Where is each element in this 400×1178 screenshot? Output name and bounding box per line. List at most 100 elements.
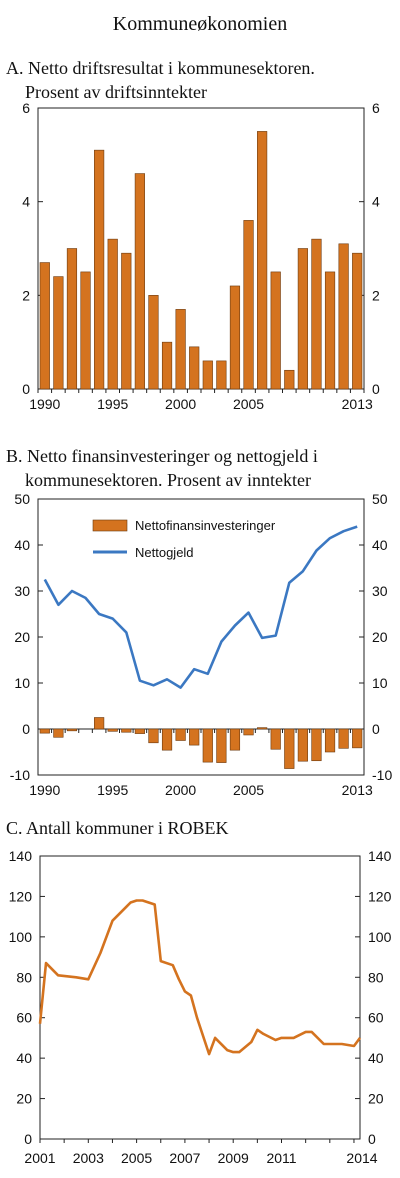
- bar-1999: [161, 341, 173, 390]
- bar-2011: [324, 728, 336, 753]
- robek-line: [38, 899, 362, 1056]
- bar-2009: [297, 728, 308, 762]
- ytick-label-left-b: 10: [14, 675, 30, 691]
- bar-2009: [297, 248, 308, 390]
- xtick-label-c: 2009: [218, 1150, 249, 1166]
- panel-c: C. Antall kommuner i ROBEK 0 0 20 20 40 40 60 6…: [6, 818, 392, 1166]
- ytick-label-right-a: 0: [372, 381, 380, 397]
- ytick-label-right-c: 40: [368, 1050, 384, 1066]
- xtick-label-b: 1995: [97, 782, 128, 798]
- bar-2012: [338, 243, 349, 390]
- ytick-label-right-b: -10: [372, 767, 392, 783]
- ytick-label-left-c: 100: [9, 929, 33, 945]
- ytick-label-left-a: 4: [22, 194, 30, 210]
- xtick-label-c: 2003: [73, 1150, 104, 1166]
- bar-1994: [94, 149, 105, 390]
- xtick-label-c: 2005: [121, 1150, 152, 1166]
- bar-2006: [257, 727, 268, 730]
- panel-b: B. Netto finansinvesteringer og nettogje…: [6, 446, 392, 798]
- bar-1992: [66, 248, 78, 390]
- bar-2006: [257, 131, 268, 390]
- bar-2000: [175, 728, 186, 741]
- xtick-label-a: 1995: [97, 396, 128, 412]
- nettogjeld-line: [43, 525, 358, 689]
- ytick-label-left-c: 80: [16, 969, 32, 985]
- panel-a: A. Netto driftsresultat i kommunesektore…: [6, 58, 380, 412]
- ytick-label-left-c: 140: [9, 848, 33, 864]
- bar-2008: [284, 728, 295, 769]
- ytick-label-left-c: 20: [16, 1091, 32, 1107]
- ytick-label-right-b: 0: [372, 721, 380, 737]
- ytick-label-right-c: 120: [368, 888, 392, 904]
- ytick-label-left-b: 0: [22, 721, 30, 737]
- bar-2000: [175, 309, 186, 390]
- ytick-label-right-b: 10: [372, 675, 388, 691]
- bar-1998: [148, 295, 159, 390]
- bar-1997: [134, 173, 145, 390]
- bar-2001: [189, 346, 200, 390]
- panel-b-title-line1: B. Netto finansinvesteringer og nettogje…: [6, 446, 318, 466]
- plot-frame-c: [39, 855, 361, 1140]
- ytick-label-left-a: 2: [22, 287, 30, 303]
- ytick-label-left-b: 40: [14, 537, 30, 553]
- ytick-label-left-b: -10: [10, 767, 30, 783]
- bar-2012: [338, 728, 349, 749]
- ytick-label-right-c: 20: [368, 1091, 384, 1107]
- bar-1990: [39, 728, 50, 734]
- ytick-label-right-b: 40: [372, 537, 388, 553]
- legend-line-label: Nettogjeld: [135, 545, 194, 560]
- ytick-label-left-c: 60: [16, 1010, 32, 1026]
- xtick-label-c: 2007: [169, 1150, 200, 1166]
- panel-c-title-line1: C. Antall kommuner i ROBEK: [6, 818, 229, 838]
- xtick-label-a: 2005: [233, 396, 264, 412]
- bar-2002: [202, 728, 213, 763]
- ytick-label-left-a: 0: [22, 381, 30, 397]
- xtick-label-a: 2000: [165, 396, 196, 412]
- bar-2004: [229, 285, 241, 390]
- bar-2005: [243, 220, 254, 390]
- bar-1992: [66, 728, 78, 732]
- bar-2002: [202, 360, 213, 390]
- xtick-label-a: 1990: [29, 396, 60, 412]
- bar-1995: [107, 238, 118, 390]
- ytick-label-left-c: 0: [24, 1131, 32, 1147]
- bar-2003: [216, 360, 227, 390]
- bar-2008: [284, 369, 295, 390]
- bar-1993: [80, 271, 91, 390]
- ytick-label-left-c: 40: [16, 1050, 32, 1066]
- xtick-label-c: 2011: [266, 1150, 296, 1166]
- ytick-label-left-c: 120: [9, 888, 33, 904]
- bar-2005: [243, 728, 254, 736]
- bar-1997: [134, 728, 145, 734]
- ytick-label-right-c: 0: [368, 1131, 376, 1147]
- ytick-label-right-c: 60: [368, 1010, 384, 1026]
- ytick-label-left-b: 50: [14, 491, 30, 507]
- bar-2013: [352, 252, 363, 390]
- bar-1999: [161, 728, 173, 751]
- ytick-label-right-a: 6: [372, 100, 380, 116]
- ytick-label-left-a: 6: [22, 100, 30, 116]
- bar-1996: [121, 252, 132, 390]
- bar-1996: [121, 728, 132, 733]
- bar-1995: [107, 728, 118, 732]
- bar-2007: [270, 728, 281, 750]
- xtick-label-a: 2013: [342, 396, 373, 412]
- bar-2007: [270, 271, 281, 390]
- bar-2010: [311, 728, 322, 762]
- xtick-label-b: 2005: [233, 782, 264, 798]
- bar-2011: [324, 271, 336, 390]
- bar-2004: [229, 728, 241, 751]
- bar-1990: [39, 262, 50, 390]
- panel-a-title-line2: Prosent av driftsinntekter: [25, 82, 207, 102]
- xtick-label-c: 2014: [346, 1150, 377, 1166]
- xtick-label-b: 2000: [165, 782, 196, 798]
- xtick-label-b: 1990: [29, 782, 60, 798]
- ytick-label-right-b: 30: [372, 583, 388, 599]
- bar-2001: [189, 728, 200, 746]
- ytick-label-right-c: 80: [368, 969, 384, 985]
- ytick-label-right-c: 140: [368, 848, 392, 864]
- ytick-label-right-c: 100: [368, 929, 392, 945]
- page-title: Kommuneøkonomien: [113, 13, 287, 35]
- ytick-label-right-a: 4: [372, 194, 380, 210]
- ytick-label-right-a: 2: [372, 287, 380, 303]
